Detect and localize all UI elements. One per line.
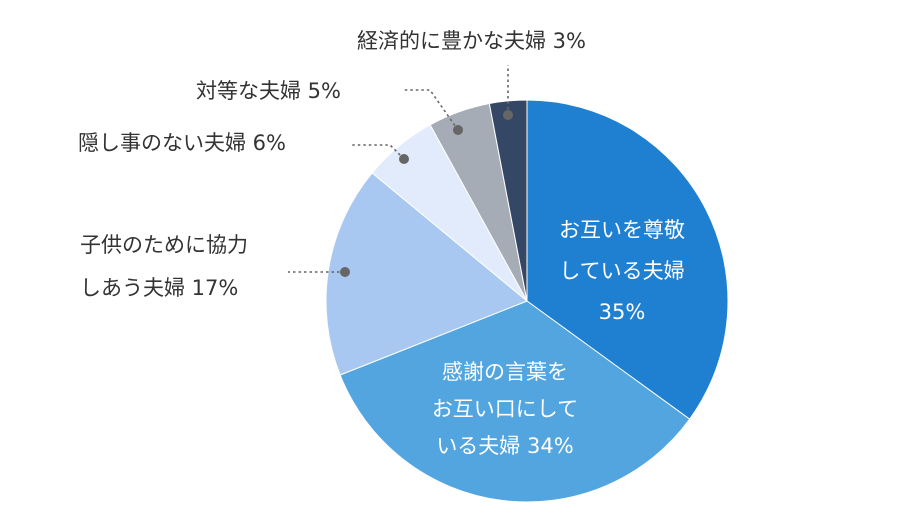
pie-slice-0	[526, 99, 729, 420]
slice-label-2: 子供のために協力しあう夫婦 17%	[80, 233, 248, 300]
slice-label-3: 隠し事のない夫婦 6%	[78, 131, 286, 155]
leader-line-3	[350, 144, 405, 160]
pie-slice-2	[325, 172, 528, 376]
slice-label-line: している夫婦	[559, 259, 684, 283]
slice-label-line: 感謝の言葉を	[442, 360, 568, 384]
leader-dot-3	[399, 154, 409, 164]
leader-line-4	[402, 89, 459, 131]
leader-dot-5	[503, 110, 513, 120]
pie-slice-5	[488, 99, 528, 302]
slice-label-line: 対等な夫婦 5%	[196, 79, 341, 103]
slice-label-line: 子供のために協力	[80, 233, 248, 257]
slice-label-line: お互い口にして	[432, 397, 578, 421]
pie-slice-1	[339, 300, 691, 503]
slice-label-0: お互いを尊敬している夫婦 35%	[559, 218, 685, 324]
leader-dot-2	[340, 267, 350, 277]
slice-label-1: 感謝の言葉をお互い口にしている夫婦 34%	[432, 360, 578, 458]
slice-label-line: お互いを尊敬	[559, 218, 685, 242]
slice-label-line: 隠し事のない夫婦 6%	[78, 131, 286, 155]
leader-dot-4	[453, 125, 463, 135]
slice-label-line: いる夫婦 34%	[436, 434, 573, 458]
slice-label-line: 経済的に豊かな夫婦 3%	[357, 29, 586, 53]
slice-label-5: 経済的に豊かな夫婦 3%	[357, 29, 586, 53]
slice-label-line: 35%	[599, 300, 646, 324]
slice-label-4: 対等な夫婦 5%	[196, 79, 341, 103]
slice-label-line: しあう夫婦 17%	[80, 276, 238, 300]
